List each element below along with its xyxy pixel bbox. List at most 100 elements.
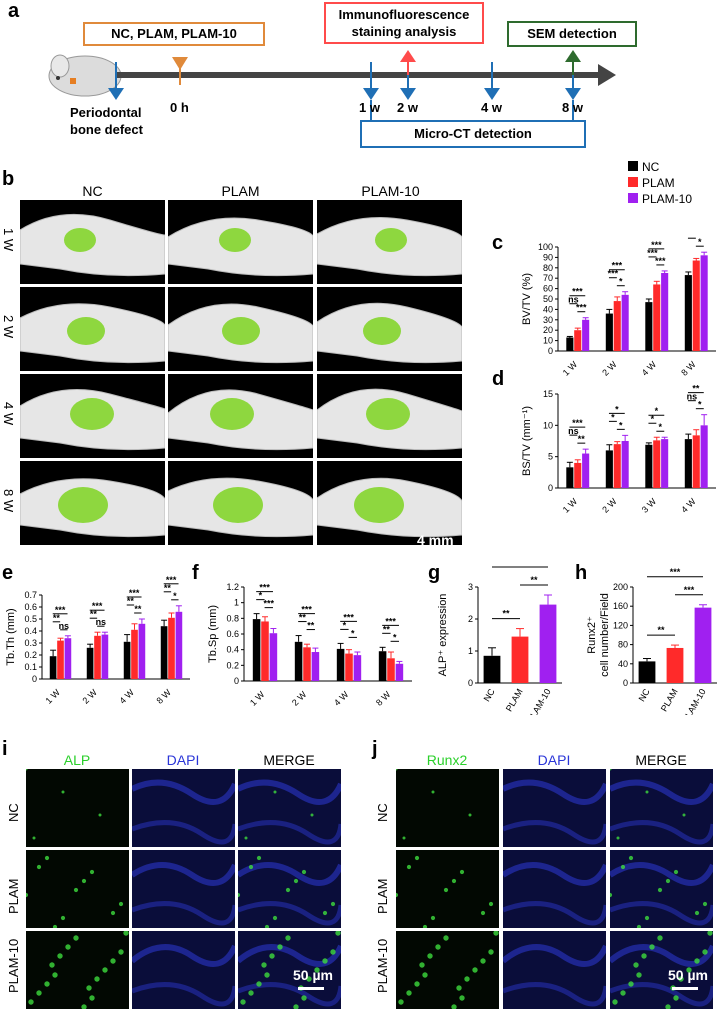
chart-runx2: 0 40 80 120 160 200 Runx2⁺ cell number/Field NC P… (586, 567, 717, 715)
bar-plam-10 (311, 652, 320, 681)
alp-scale-label: 50 µm (293, 967, 333, 983)
tick-4w: 4 w (481, 100, 502, 115)
legend-label-nc: NC (642, 160, 660, 174)
bar-plam (511, 636, 529, 683)
x-tick-label: PLAM-10 (525, 687, 552, 715)
bar-nc (252, 619, 261, 681)
ct-image-r4-c3 (317, 461, 462, 545)
y-tick-label: 0.2 (226, 660, 239, 670)
bar-plam-10 (101, 634, 109, 679)
sig-label: *** (385, 616, 396, 626)
sig-label: ns (59, 621, 70, 631)
sig-label: * (393, 632, 397, 642)
sig-label: * (619, 277, 623, 287)
sig-label: *** (670, 567, 681, 577)
alp-image-r2-c3 (238, 850, 341, 928)
bar-nc (605, 450, 613, 488)
sig-label: ns (568, 426, 579, 436)
y-tick-label: 0.4 (24, 626, 37, 636)
y-tick-label: 30 (543, 315, 553, 325)
bar-nc (684, 439, 692, 488)
runx2-image-r2-c2 (503, 850, 606, 928)
y-tick-label: 1.2 (226, 582, 239, 592)
ct-row-8w: 8 W (1, 489, 16, 513)
bar-plam-10 (700, 425, 708, 488)
sig-label: *** (687, 235, 698, 239)
bar-plam (613, 444, 621, 488)
y-tick-label: 15 (543, 389, 553, 399)
runx2-image-r2-c1 (396, 850, 499, 928)
panel-label-d: d (492, 368, 505, 390)
sig-label: *** (572, 418, 583, 428)
runx2-row-plam10: PLAM-10 (375, 938, 390, 993)
bar-plam-10 (64, 638, 72, 679)
bar-plam (94, 635, 101, 679)
ct-col-plam10: PLAM-10 (361, 183, 420, 199)
bar-plam-10 (694, 607, 712, 683)
start-label: Periodontal bone defect (70, 105, 143, 137)
ct-image-r3-c2 (168, 374, 313, 458)
panel-label-f: f (192, 562, 199, 584)
bar-plam (57, 640, 64, 679)
bar-nc (483, 655, 501, 683)
sig-label: * (659, 422, 663, 432)
y-tick-label: 80 (618, 640, 628, 650)
bar-plam (574, 330, 582, 351)
sig-label: ** (502, 609, 510, 619)
x-tick-label: 2 W (81, 687, 100, 706)
y-tick-label: 0 (548, 346, 553, 356)
panel-label-i: i (2, 738, 8, 760)
x-tick-label: 2 W (290, 689, 309, 708)
bar-nc (566, 337, 574, 351)
y-axis-label: Runx2⁺ (586, 616, 598, 654)
sig-label: ** (127, 596, 135, 606)
y-tick-label: 40 (618, 659, 628, 669)
ct-image-r4-c2 (168, 461, 313, 545)
bar-plam (131, 629, 138, 679)
sig-label: ** (307, 621, 315, 631)
tick-8w: 8 w (562, 100, 583, 115)
ct-image-r4-c1 (20, 461, 165, 545)
bar-plam-10 (539, 604, 557, 683)
runx2-col-dapi: DAPI (537, 752, 571, 768)
ct-row-1w: 1 W (1, 228, 16, 252)
bar-plam-10 (661, 439, 669, 488)
bar-plam (613, 301, 621, 351)
x-tick-label: NC (482, 687, 497, 704)
panel-label-c: c (492, 232, 504, 254)
sig-label: * (351, 628, 355, 638)
ct-image-r3-c1 (20, 374, 165, 458)
bar-plam (666, 647, 684, 683)
legend-swatch-nc (628, 161, 638, 171)
y-tick-label: 5 (548, 452, 553, 462)
bar-nc (605, 313, 613, 351)
mouse-icon (48, 54, 122, 97)
y-tick-label: 90 (543, 252, 553, 262)
y-tick-label: 0.3 (24, 638, 37, 648)
sig-label: ns (568, 295, 579, 305)
legend-label-plam10: PLAM-10 (642, 192, 693, 206)
y-axis-label: BV/TV (%) (521, 273, 533, 325)
sig-label: * (343, 620, 347, 630)
bar-plam (692, 435, 700, 488)
timeline-graphic (48, 50, 616, 122)
bar-nc (638, 661, 656, 683)
y-tick-label: 60 (543, 284, 553, 294)
sig-label: *** (572, 287, 583, 297)
bar-plam (692, 260, 700, 351)
x-tick-label: NC (637, 687, 652, 704)
runx2-row-nc: NC (375, 803, 390, 822)
bar-nc (645, 302, 653, 351)
ct-image-r1-c2 (168, 200, 313, 284)
sig-label: ** (90, 609, 98, 619)
y-tick-label: 100 (538, 242, 553, 252)
y-tick-label: 0.1 (24, 662, 37, 672)
sig-label: *** (608, 269, 619, 279)
bar-plam-10 (621, 294, 629, 351)
sig-label: ** (383, 624, 391, 634)
ct-image-r3-c3 (317, 374, 462, 458)
sig-label: ** (53, 613, 61, 623)
ct-col-plam: PLAM (221, 183, 260, 199)
y-tick-label: 70 (543, 273, 553, 283)
